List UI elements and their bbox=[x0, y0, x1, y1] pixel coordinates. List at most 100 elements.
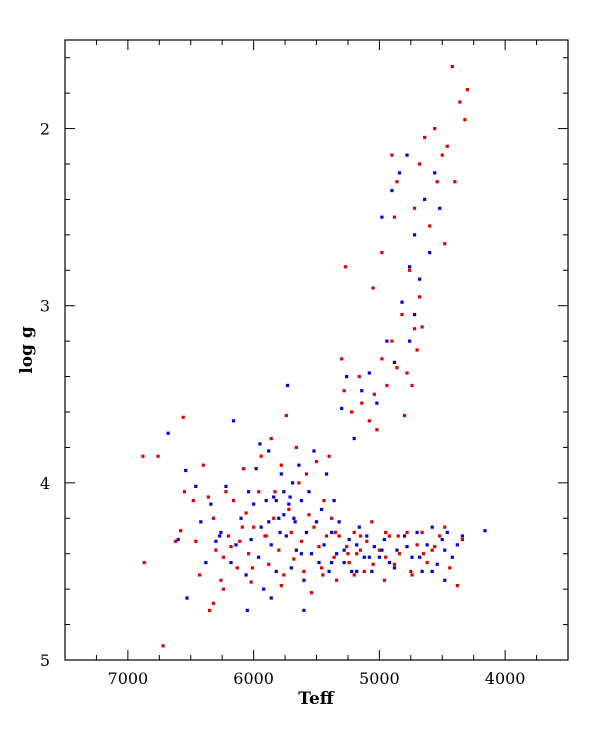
data-point bbox=[259, 525, 263, 529]
data-point bbox=[161, 644, 165, 648]
data-point bbox=[347, 537, 351, 542]
data-point bbox=[221, 555, 226, 559]
data-point bbox=[380, 357, 384, 361]
data-point bbox=[252, 525, 256, 529]
data-point bbox=[327, 569, 331, 574]
data-point bbox=[219, 530, 223, 535]
data-point bbox=[423, 135, 427, 140]
data-point bbox=[405, 545, 409, 549]
data-point bbox=[277, 548, 281, 552]
data-point bbox=[304, 472, 309, 476]
y-tick-label: 3 bbox=[40, 297, 50, 316]
data-point bbox=[309, 591, 314, 595]
data-point bbox=[307, 490, 311, 494]
data-point bbox=[337, 534, 341, 538]
data-point bbox=[355, 543, 359, 547]
data-point bbox=[249, 537, 253, 542]
data-point bbox=[297, 481, 301, 485]
data-point bbox=[392, 566, 397, 570]
data-point bbox=[402, 534, 407, 538]
data-point bbox=[176, 537, 180, 542]
data-point bbox=[229, 545, 233, 549]
data-point bbox=[355, 552, 359, 556]
data-point bbox=[392, 215, 397, 219]
data-point bbox=[269, 596, 273, 600]
data-point bbox=[279, 463, 283, 467]
data-point bbox=[332, 555, 336, 559]
data-point bbox=[194, 484, 198, 488]
data-point bbox=[174, 539, 178, 543]
data-point bbox=[358, 534, 363, 538]
data-point bbox=[377, 548, 381, 552]
data-point bbox=[396, 534, 400, 538]
data-point bbox=[375, 428, 379, 432]
data-point bbox=[246, 552, 251, 556]
data-point bbox=[340, 406, 344, 411]
data-point bbox=[438, 534, 442, 538]
x-tick-label: 4000 bbox=[485, 669, 526, 688]
data-point bbox=[438, 206, 442, 210]
data-point bbox=[346, 552, 350, 556]
data-point bbox=[421, 552, 425, 556]
data-point bbox=[267, 520, 271, 524]
data-point bbox=[400, 312, 404, 317]
data-point bbox=[455, 543, 459, 547]
data-point bbox=[264, 498, 268, 503]
data-point bbox=[284, 413, 288, 418]
data-point bbox=[333, 530, 337, 535]
data-point bbox=[345, 545, 349, 549]
data-point bbox=[269, 436, 273, 441]
data-point bbox=[142, 560, 146, 565]
data-point bbox=[284, 534, 288, 538]
data-point bbox=[362, 555, 366, 559]
data-point bbox=[274, 569, 278, 574]
data-point bbox=[294, 445, 298, 450]
data-point bbox=[409, 569, 413, 574]
data-point bbox=[443, 242, 447, 246]
data-point bbox=[166, 431, 170, 435]
data-point bbox=[395, 180, 399, 184]
data-point bbox=[405, 153, 409, 157]
data-point bbox=[360, 389, 364, 393]
data-point bbox=[397, 171, 402, 175]
y-tick-label: 2 bbox=[40, 120, 50, 139]
data-points bbox=[141, 64, 487, 648]
plot-frame bbox=[64, 39, 569, 661]
data-point bbox=[418, 162, 422, 166]
data-point bbox=[415, 348, 419, 352]
data-point bbox=[372, 392, 376, 396]
data-point bbox=[324, 472, 329, 476]
data-point bbox=[418, 555, 422, 559]
data-point bbox=[289, 566, 293, 570]
data-point bbox=[231, 419, 236, 423]
data-point bbox=[415, 543, 419, 547]
data-point bbox=[292, 516, 296, 520]
data-point bbox=[327, 454, 331, 458]
data-point bbox=[420, 325, 424, 329]
data-point bbox=[382, 578, 387, 582]
data-point bbox=[279, 472, 283, 476]
data-point bbox=[269, 543, 273, 547]
data-point bbox=[420, 530, 424, 535]
data-point bbox=[365, 534, 369, 538]
data-point bbox=[407, 339, 412, 343]
data-point bbox=[238, 539, 242, 543]
data-point bbox=[321, 573, 325, 577]
data-point bbox=[287, 502, 291, 506]
data-point bbox=[249, 580, 253, 584]
data-point bbox=[395, 548, 399, 552]
data-point bbox=[239, 516, 243, 520]
data-point bbox=[299, 552, 304, 556]
data-point bbox=[263, 534, 267, 538]
data-point bbox=[407, 265, 412, 269]
data-point bbox=[324, 534, 329, 538]
data-point bbox=[277, 516, 281, 520]
x-tick-label: 7000 bbox=[108, 669, 149, 688]
data-point bbox=[343, 265, 348, 269]
data-point bbox=[433, 126, 437, 131]
data-point bbox=[412, 312, 417, 317]
data-point bbox=[350, 569, 354, 574]
data-point bbox=[226, 534, 231, 538]
data-point bbox=[218, 534, 222, 538]
